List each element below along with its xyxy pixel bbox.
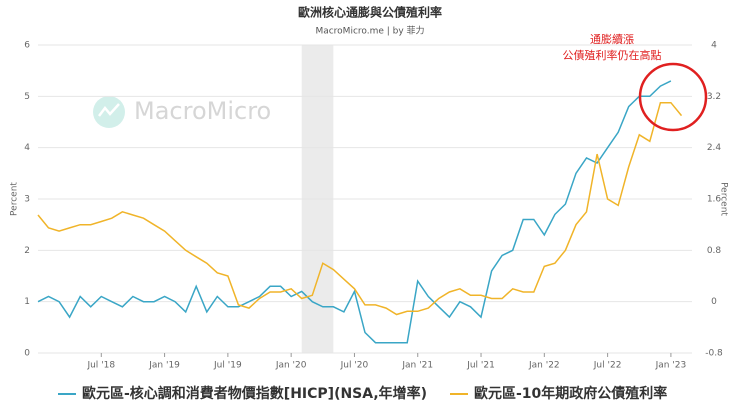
x-tick-label: Jan '20 xyxy=(275,361,307,371)
annotation: 公債殖利率仍在高點 xyxy=(563,48,662,62)
chart-subtitle: MacroMicro.me | by 菲力 xyxy=(315,25,424,37)
chart-title: 歐洲核心通膨與公債殖利率 xyxy=(298,5,442,20)
y2-tick-label: -0.8 xyxy=(705,349,723,359)
x-tick-label: Jul '21 xyxy=(466,361,495,371)
y2-axis-label: Percent xyxy=(719,182,729,216)
x-tick-label: Jul '20 xyxy=(340,361,369,371)
y-tick-label: 4 xyxy=(24,143,30,153)
y-tick-label: 2 xyxy=(24,246,30,256)
x-tick-label: Jan '21 xyxy=(401,361,433,371)
annotation: 通膨續漲 xyxy=(590,32,634,46)
y2-tick-label: 0.8 xyxy=(707,246,722,256)
legend-label: 歐元區-10年期政府公債殖利率 xyxy=(474,385,667,402)
y2-tick-label: 1.6 xyxy=(707,195,722,205)
y-tick-label: 5 xyxy=(24,92,30,102)
series-line xyxy=(37,101,683,316)
annotation-circle xyxy=(638,62,708,132)
y2-tick-label: 4 xyxy=(711,41,717,51)
y2-tick-label: 3.2 xyxy=(707,92,721,102)
x-tick-label: Jul '18 xyxy=(86,361,115,371)
y2-tick-label: 0 xyxy=(711,297,717,307)
y-tick-label: 3 xyxy=(24,195,30,205)
watermark: MacroMicro xyxy=(134,97,271,125)
x-tick-label: Jul '19 xyxy=(213,361,242,371)
series-line xyxy=(37,80,672,344)
x-tick-label: Jan '19 xyxy=(148,361,180,371)
y-tick-label: 0 xyxy=(24,349,30,359)
watermark-logo xyxy=(93,96,125,128)
y2-tick-label: 2.4 xyxy=(707,143,722,153)
y-tick-label: 6 xyxy=(24,41,30,51)
x-tick-label: Jul '22 xyxy=(593,361,622,371)
y-tick-label: 1 xyxy=(24,297,30,307)
x-tick-label: Jan '23 xyxy=(655,361,687,371)
legend-label: 歐元區-核心調和消費者物價指數[HICP](NSA,年增率) xyxy=(82,385,427,402)
y-axis-label: Percent xyxy=(10,182,20,216)
x-tick-label: Jan '22 xyxy=(528,361,560,371)
